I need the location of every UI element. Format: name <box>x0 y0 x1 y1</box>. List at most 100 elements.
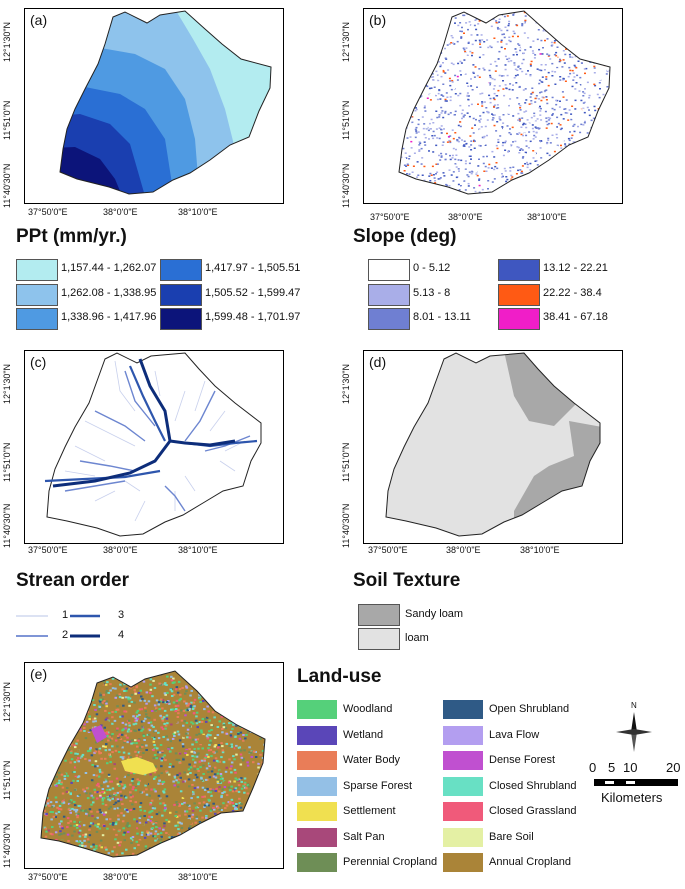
y-tick-label: 12°1'30"N <box>2 681 12 722</box>
land-use-swatch <box>297 700 337 719</box>
land-use-title: Land-use <box>297 666 382 687</box>
panel-label: (e) <box>30 666 48 682</box>
stream-order-map <box>44 352 262 537</box>
land-use-label: Wetland <box>343 728 384 741</box>
slope-map <box>398 10 611 195</box>
legend-swatch <box>16 284 58 306</box>
watershed-boundary <box>40 670 266 858</box>
legend-label: 1,505.52 - 1,599.47 <box>205 287 301 299</box>
land-use-swatch <box>443 751 483 770</box>
x-tick-label: 37°50'0"E <box>368 545 408 555</box>
legend-label: 1,599.48 - 1,701.97 <box>205 311 301 323</box>
legend-label: 38.41 - 67.18 <box>543 311 608 323</box>
panel-label: (a) <box>30 12 48 28</box>
legend-swatch <box>368 259 410 281</box>
stream-legend <box>16 614 100 638</box>
land-use-swatch <box>297 827 337 847</box>
land-use-swatch <box>297 751 337 770</box>
legend-swatch <box>160 284 202 306</box>
x-tick-label: 38°0'0"E <box>103 545 138 555</box>
x-tick-label: 38°0'0"E <box>103 207 138 217</box>
legend-swatch <box>16 308 58 330</box>
legend-swatch <box>368 284 410 306</box>
x-tick-label: 38°10'0"E <box>520 545 560 555</box>
x-tick-label: 38°10'0"E <box>178 872 218 882</box>
land-use-label: Water Body <box>343 754 401 766</box>
land-use-label: Salt Pan <box>343 830 385 843</box>
legend-label: loam <box>405 632 429 644</box>
y-tick-label: 11°40'30"N <box>2 163 12 208</box>
north-label: N <box>631 701 637 710</box>
panel-title: PPt (mm/yr.) <box>16 226 127 247</box>
y-tick-label: 11°40'30"N <box>2 503 12 548</box>
precipitation-map <box>59 10 272 195</box>
x-tick-label: 37°50'0"E <box>28 545 68 555</box>
land-use-label: Closed Grassland <box>489 805 577 817</box>
x-tick-label: 37°50'0"E <box>28 872 68 882</box>
scale-tick: 20 <box>666 760 681 775</box>
y-tick-label: 12°1'30"N <box>2 363 12 404</box>
land-use-swatch <box>443 853 483 872</box>
land-use-swatch <box>443 700 483 719</box>
panel-label: (c) <box>30 354 47 370</box>
y-tick-label: 11°40'30"N <box>341 503 351 548</box>
land-use-swatch <box>297 853 337 872</box>
legend-label: 0 - 5.12 <box>413 262 451 274</box>
slope-map-panel: (b) <box>363 8 623 204</box>
land-use-label: Bare Soil <box>489 830 534 843</box>
y-tick-label: 11°51'0"N <box>341 100 351 140</box>
legend-label: 2 <box>62 629 69 641</box>
land-use-swatch <box>297 776 337 796</box>
x-tick-label: 38°10'0"E <box>178 207 218 217</box>
x-tick-label: 38°10'0"E <box>178 545 218 555</box>
legend-label: 1 <box>62 609 69 621</box>
legend-label: 3 <box>118 609 125 621</box>
precipitation-map-panel: (a) <box>24 8 284 204</box>
watershed-boundary <box>46 352 262 537</box>
land-use-swatch <box>297 802 337 821</box>
scale-tick: 5 <box>608 760 616 775</box>
y-tick-label: 11°51'0"N <box>2 100 12 140</box>
panel-label: (b) <box>369 12 387 28</box>
x-tick-label: 38°0'0"E <box>448 212 483 222</box>
legend-swatch <box>368 308 410 330</box>
land-use-label: Annual Cropland <box>489 856 571 868</box>
order-2-streams <box>64 370 251 512</box>
soil-texture-map-panel: (d) <box>363 350 623 544</box>
legend-label: Sandy loam <box>405 608 464 620</box>
land-use-label: Closed Shrubland <box>489 779 577 792</box>
land-use-swatch <box>443 776 483 796</box>
land-use-label: Lava Flow <box>489 728 540 741</box>
scale-unit: Kilometers <box>601 790 663 805</box>
legend-swatch <box>498 308 540 330</box>
legend-label: 4 <box>118 629 125 641</box>
y-tick-label: 11°51'0"N <box>2 442 12 482</box>
legend-label: 1,262.08 - 1,338.95 <box>61 287 157 299</box>
dense-forest-area <box>91 725 107 743</box>
x-tick-label: 38°0'0"E <box>446 545 481 555</box>
legend-label: 1,157.44 - 1,262.07 <box>61 262 157 274</box>
y-tick-label: 12°1'30"N <box>2 21 12 62</box>
panel-title: Soil Texture <box>353 570 461 591</box>
land-use-label: Perennial Cropland <box>343 856 438 868</box>
x-tick-label: 37°50'0"E <box>28 207 68 217</box>
land-use-label: Settlement <box>343 805 396 817</box>
order-1-streams <box>64 360 246 522</box>
land-use-label: Woodland <box>343 703 393 715</box>
scale-bar <box>594 779 678 786</box>
y-tick-label: 11°51'0"N <box>341 442 351 482</box>
y-tick-label: 11°40'30"N <box>2 823 12 868</box>
legend-swatch <box>358 628 400 650</box>
land-use-swatch <box>443 802 483 821</box>
watershed-boundary <box>398 10 611 195</box>
x-tick-label: 38°10'0"E <box>527 212 567 222</box>
land-use-swatch <box>443 725 483 745</box>
panel-label: (d) <box>369 354 387 370</box>
y-tick-label: 11°40'30"N <box>341 163 351 208</box>
land-use-label: Dense Forest <box>489 754 556 766</box>
scale-tick: 0 <box>589 760 597 775</box>
legend-swatch <box>16 259 58 281</box>
legend-label: 1,417.97 - 1,505.51 <box>205 262 301 274</box>
order-4-streams <box>52 358 236 488</box>
land-use-label: Sparse Forest <box>343 779 413 792</box>
